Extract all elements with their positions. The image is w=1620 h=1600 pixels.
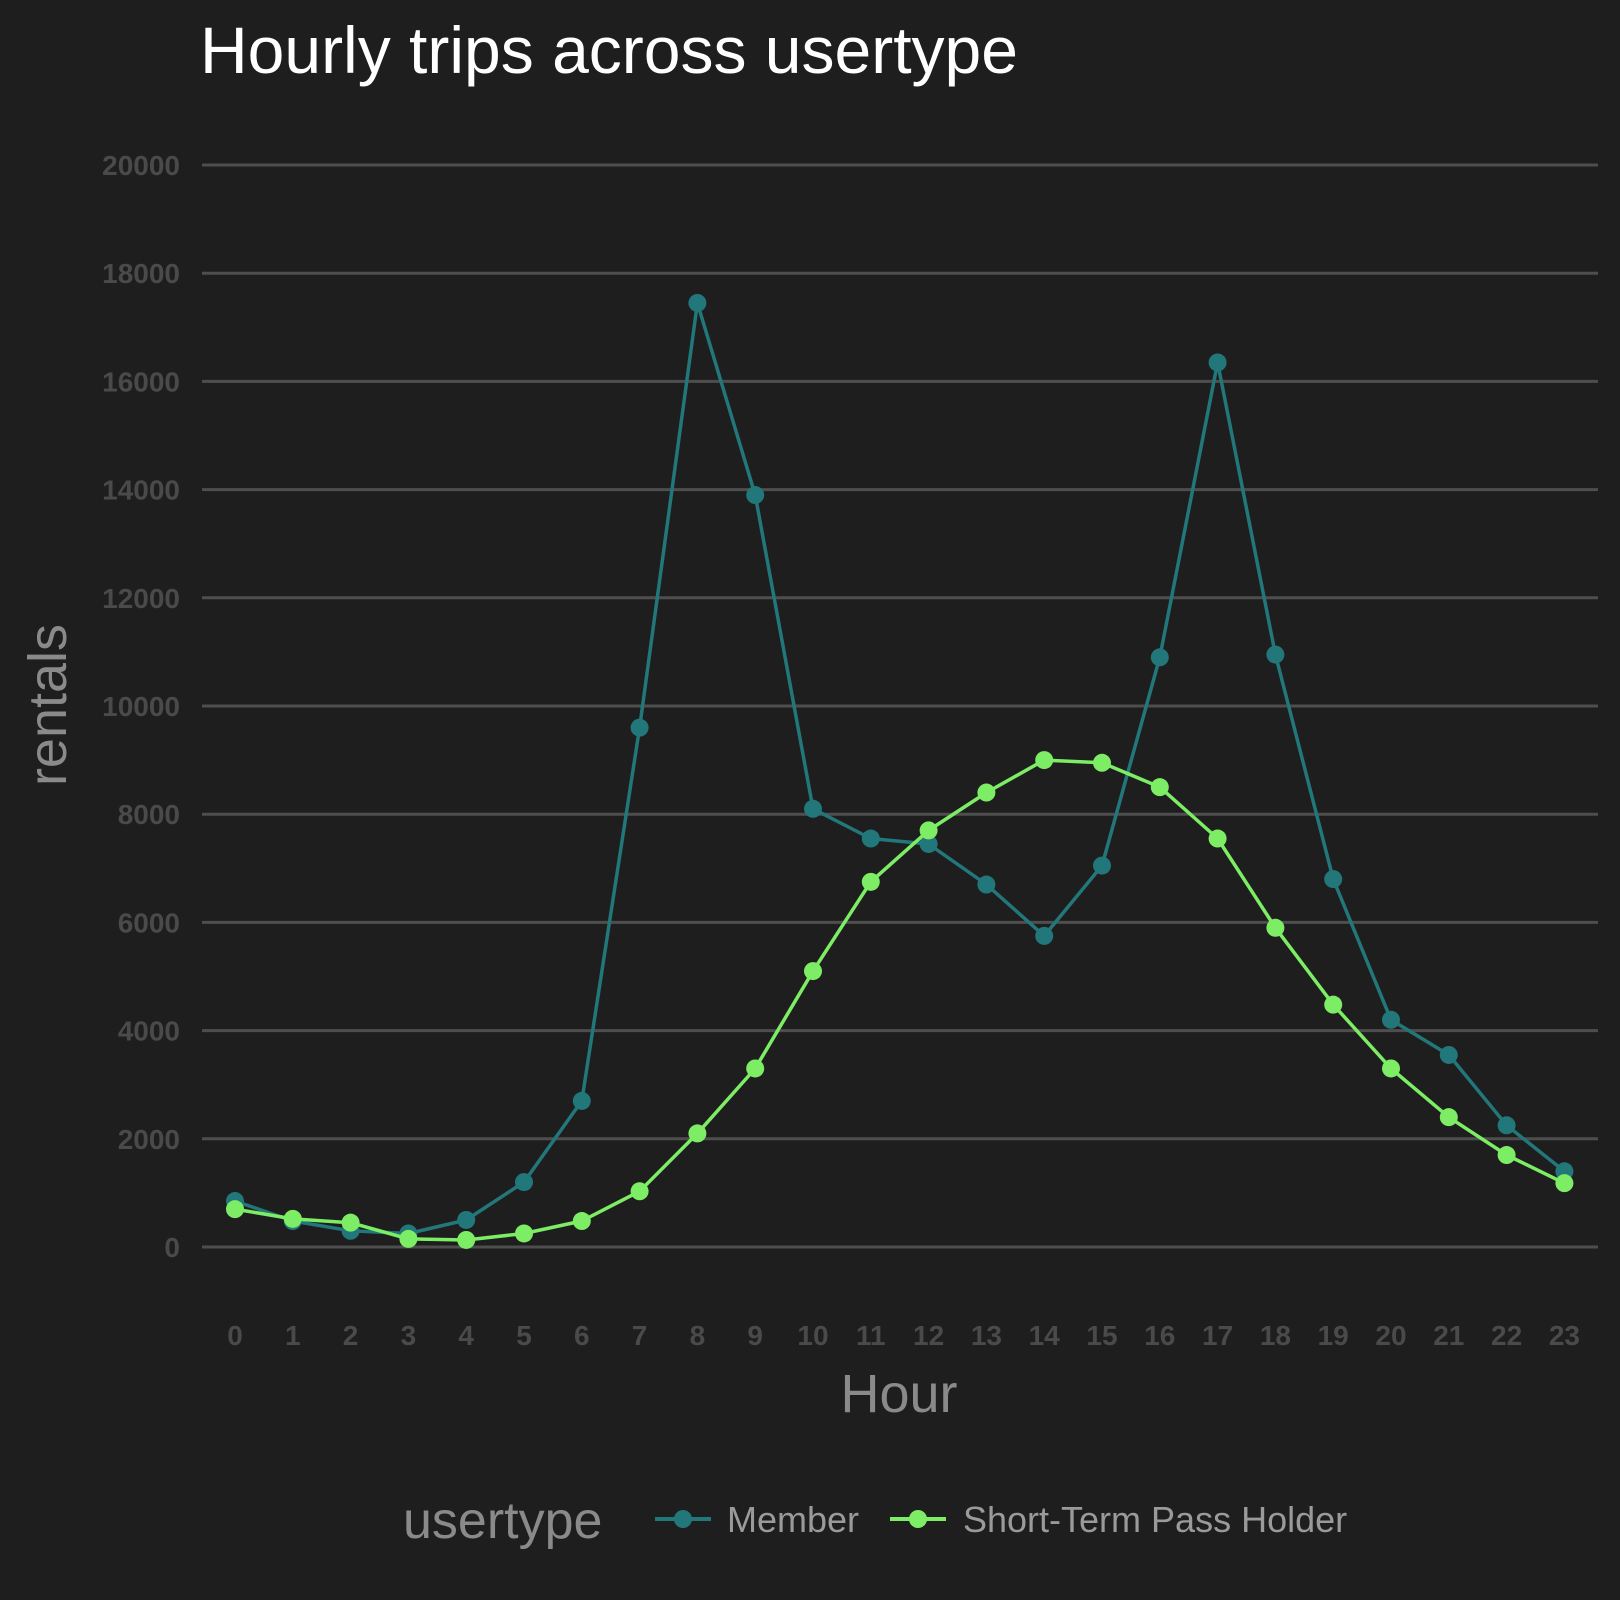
data-point <box>226 1200 244 1219</box>
data-point <box>1035 751 1054 770</box>
data-point <box>804 962 822 981</box>
x-tick-label: 9 <box>747 1320 763 1351</box>
x-tick-label: 17 <box>1202 1320 1233 1351</box>
x-tick-label: 13 <box>971 1320 1002 1351</box>
y-tick-label: 18000 <box>102 258 180 289</box>
x-tick-label: 23 <box>1549 1320 1580 1351</box>
data-point <box>977 875 996 894</box>
x-tick-label: 21 <box>1433 1320 1464 1351</box>
x-tick-label: 8 <box>690 1320 706 1351</box>
data-point <box>919 821 938 840</box>
x-tick-label: 4 <box>458 1320 474 1351</box>
legend: usertype Member Short-Term Pass Holder <box>403 1492 1347 1550</box>
data-point <box>1035 926 1054 945</box>
data-point <box>1266 918 1285 937</box>
legend-item: Short-Term Pass Holder <box>890 1499 1347 1540</box>
data-point <box>746 486 765 505</box>
x-tick-label: 14 <box>1029 1320 1061 1351</box>
data-point <box>1150 778 1169 797</box>
y-tick-label: 14000 <box>102 475 180 506</box>
data-point <box>1093 856 1111 875</box>
data-point <box>688 293 707 312</box>
x-tick-label: 7 <box>632 1320 648 1351</box>
legend-label: Member <box>727 1499 859 1540</box>
series-short-term-pass-holder <box>226 751 1574 1249</box>
grid-lines <box>202 163 1598 1249</box>
series-line <box>234 301 1566 1236</box>
data-point <box>861 829 880 848</box>
y-tick-label: 2000 <box>118 1124 180 1155</box>
data-point <box>1266 645 1285 664</box>
chart-title: Hourly trips across usertype <box>200 13 1018 87</box>
x-tick-label: 6 <box>574 1320 590 1351</box>
data-point <box>399 1229 418 1248</box>
y-tick-label: 8000 <box>118 799 180 830</box>
data-point <box>572 1091 591 1110</box>
data-point <box>283 1209 302 1228</box>
data-point <box>861 872 880 891</box>
y-tick-label: 16000 <box>102 366 180 397</box>
y-axis-ticks: 0 2000 4000 6000 8000 10000 12000 14000 16000 180… <box>102 150 180 1263</box>
data-point <box>572 1212 591 1231</box>
data-point <box>804 799 822 818</box>
data-point <box>630 1182 649 1201</box>
x-tick-label: 22 <box>1491 1320 1522 1351</box>
series-member <box>226 293 1574 1243</box>
data-point <box>630 718 649 737</box>
x-axis-ticks: 0 1 2 3 4 5 6 7 8 9 10 11 12 13 14 15 16 17 18 19 20 21 22 23 <box>227 1320 1580 1351</box>
x-tick-label: 18 <box>1260 1320 1291 1351</box>
x-tick-label: 11 <box>856 1320 886 1351</box>
data-point <box>919 834 938 853</box>
y-tick-label: 20000 <box>102 150 180 181</box>
legend-key-point <box>674 1510 692 1528</box>
data-point <box>1382 1010 1400 1029</box>
x-tick-label: 19 <box>1318 1320 1349 1351</box>
data-point <box>1439 1045 1458 1064</box>
x-tick-label: 16 <box>1144 1320 1175 1351</box>
series-line <box>234 758 1566 1242</box>
data-point <box>1439 1108 1458 1127</box>
legend-key-point <box>909 1510 927 1528</box>
y-tick-label: 10000 <box>102 691 180 722</box>
data-point <box>457 1210 476 1229</box>
x-tick-label: 5 <box>516 1320 532 1351</box>
data-point <box>1382 1059 1400 1078</box>
x-axis-title: Hour <box>840 1364 957 1424</box>
data-point <box>457 1230 476 1249</box>
y-tick-label: 0 <box>164 1232 180 1263</box>
x-tick-label: 3 <box>401 1320 417 1351</box>
legend-title: usertype <box>403 1492 602 1550</box>
data-point <box>1208 353 1227 372</box>
data-point <box>1555 1174 1574 1193</box>
y-tick-label: 12000 <box>102 583 180 614</box>
data-point <box>1208 829 1227 848</box>
y-tick-label: 4000 <box>118 1016 180 1047</box>
x-tick-label: 10 <box>797 1320 828 1351</box>
legend-item: Member <box>655 1499 859 1540</box>
x-tick-label: 0 <box>227 1320 243 1351</box>
data-point <box>1150 648 1169 667</box>
data-point <box>1497 1116 1516 1135</box>
data-point <box>977 783 996 802</box>
data-point <box>746 1059 765 1078</box>
data-point <box>1324 870 1343 889</box>
x-tick-label: 1 <box>285 1320 301 1351</box>
x-tick-label: 20 <box>1375 1320 1406 1351</box>
y-tick-label: 6000 <box>118 907 180 938</box>
data-point <box>341 1213 360 1232</box>
y-axis-title: rentals <box>18 624 78 786</box>
series-layer <box>226 293 1574 1249</box>
data-point <box>1497 1146 1516 1165</box>
data-point <box>1324 995 1343 1014</box>
legend-label: Short-Term Pass Holder <box>963 1499 1347 1540</box>
data-point <box>515 1224 533 1243</box>
x-tick-label: 2 <box>343 1320 359 1351</box>
data-point <box>1093 753 1111 772</box>
data-point <box>688 1124 707 1143</box>
x-tick-label: 15 <box>1086 1320 1117 1351</box>
x-tick-label: 12 <box>913 1320 944 1351</box>
data-point <box>515 1173 533 1192</box>
